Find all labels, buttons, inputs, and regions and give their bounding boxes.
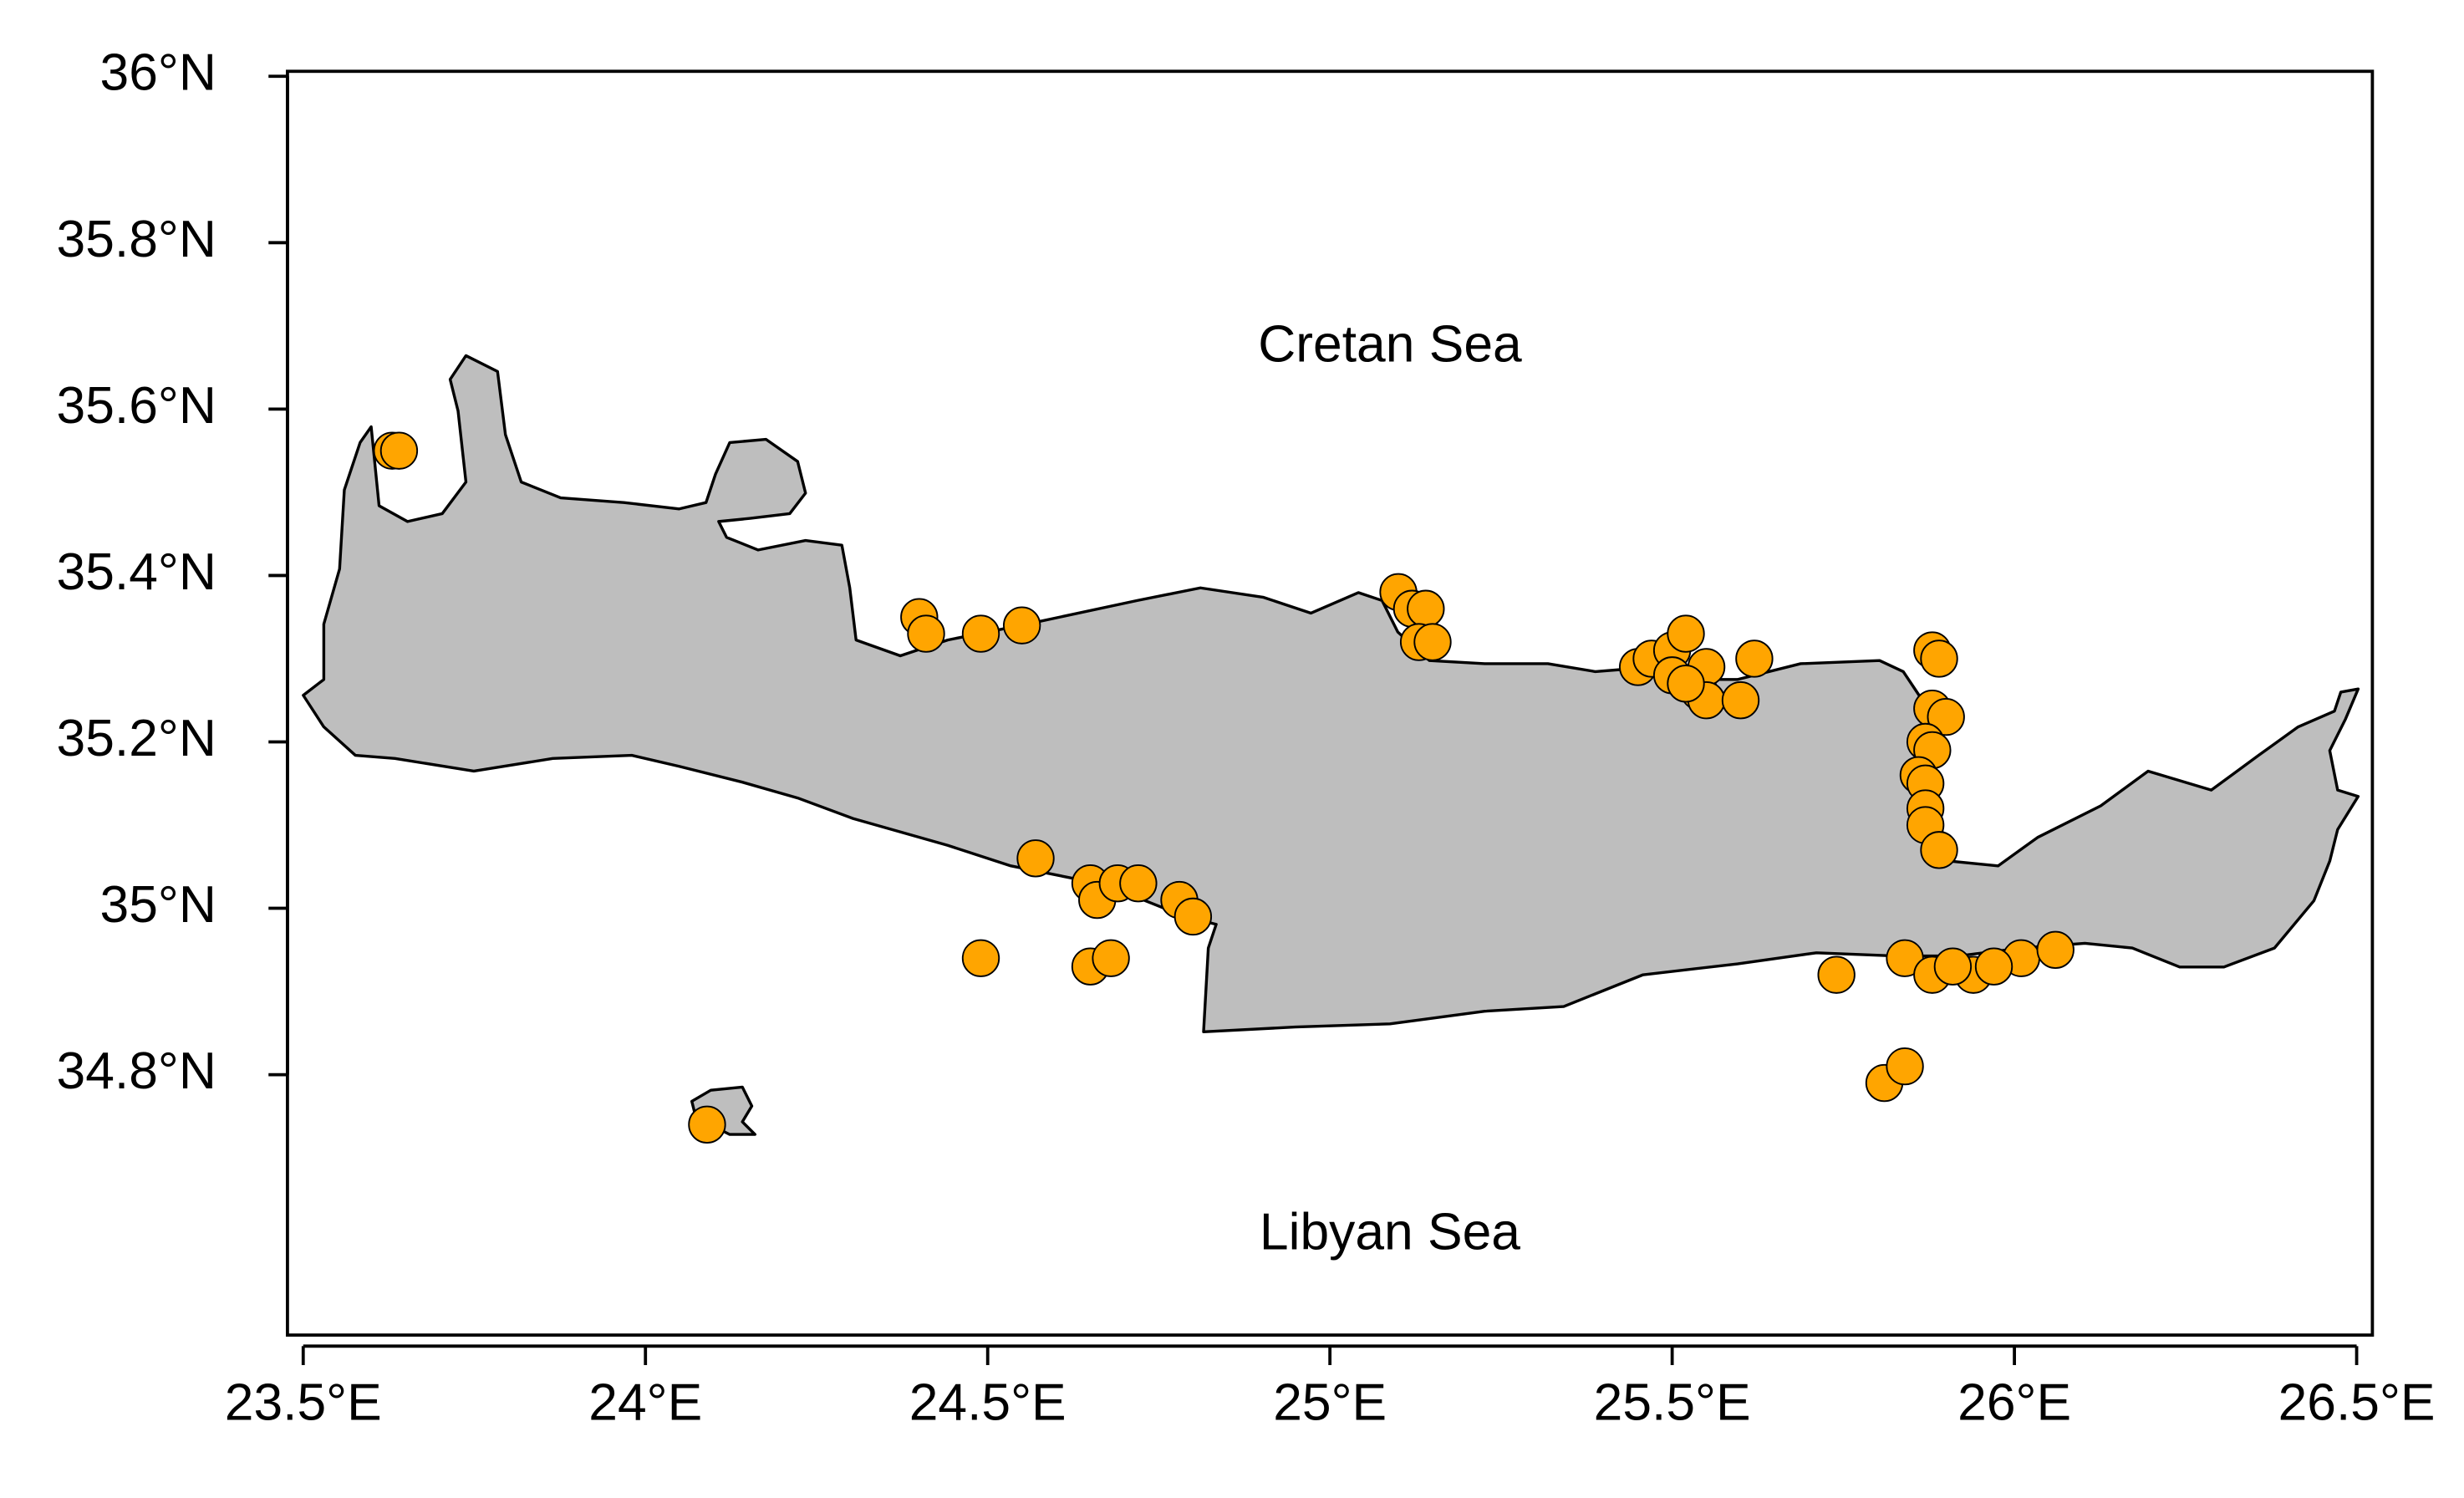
site-point [961, 939, 1000, 977]
y-tick-label: 36°N [100, 44, 216, 102]
site-point [1667, 665, 1705, 703]
y-tick-label: 35.6°N [57, 377, 216, 435]
site-point [1886, 1047, 1924, 1086]
x-tick-label: 25.5°E [1594, 1374, 1751, 1432]
site-point [1016, 839, 1055, 878]
x-tick-label: 23.5°E [225, 1374, 382, 1432]
crete-land [302, 354, 2360, 1033]
x-tick-label: 26.5°E [2278, 1374, 2436, 1432]
x-tick-label: 25°E [1273, 1374, 1387, 1432]
site-point [1886, 939, 1924, 977]
site-point [1119, 864, 1158, 903]
site-point [1735, 639, 1774, 678]
sea-label: Libyan Sea [1260, 1204, 1520, 1261]
site-point [907, 614, 945, 653]
site-point [1974, 947, 2013, 986]
site-point [1927, 697, 1965, 736]
y-tick-label: 34.8°N [57, 1042, 216, 1100]
site-point [1173, 897, 1213, 936]
site-point [1667, 614, 1705, 653]
y-tick-label: 35°N [100, 876, 216, 934]
x-tick-label: 24.5°E [909, 1374, 1067, 1432]
x-tick-label: 24°E [588, 1374, 702, 1432]
site-point [688, 1105, 726, 1144]
y-tick-label: 35.8°N [57, 211, 216, 268]
site-point [1092, 939, 1130, 977]
site-point [961, 614, 1000, 653]
site-point [1920, 639, 1958, 678]
site-point [2036, 930, 2075, 969]
site-point [1817, 955, 1856, 994]
x-tick-label: 26°E [1957, 1374, 2071, 1432]
site-point [1002, 606, 1041, 645]
y-tick-label: 35.4°N [57, 543, 216, 601]
site-point [1920, 831, 1958, 869]
sea-label: Cretan Sea [1258, 315, 1522, 373]
site-point [1933, 947, 1973, 986]
y-tick-label: 35.2°N [57, 710, 216, 767]
site-point [1721, 681, 1760, 720]
site-point [379, 431, 419, 470]
site-point [1407, 589, 1445, 628]
site-point [1413, 623, 1452, 661]
